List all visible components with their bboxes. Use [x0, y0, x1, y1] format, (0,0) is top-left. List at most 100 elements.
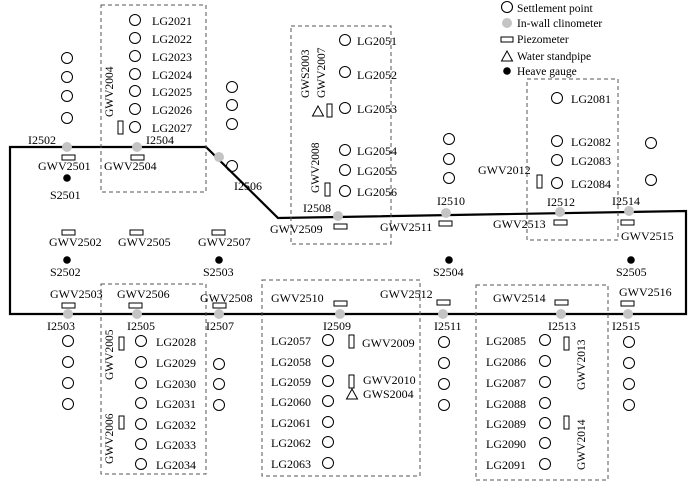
settlement-label: LG2051 [357, 34, 397, 48]
heave-gauge-label: S2504 [433, 265, 464, 279]
settlement-point [213, 358, 225, 370]
settlement-point [539, 437, 551, 449]
standpipe-marker [345, 387, 359, 400]
settlement-group-top-mid: LG2051 LG2052 LG2053 LG2054 LG2055 LG205… [339, 34, 397, 199]
settlement-point [322, 375, 334, 387]
settlement-point [129, 121, 141, 133]
piezometer-marker [61, 229, 76, 236]
clinometer-legend-icon [502, 18, 512, 28]
piezometer-marker [333, 223, 348, 230]
settlement-label: LG2052 [357, 68, 397, 82]
settlement-point [226, 99, 238, 111]
settlement-group-bottom-left: LG2028 LG2029 LG2030 LG2031 LG2032 LG203… [135, 335, 196, 472]
piezometer-label: GWV2507 [198, 235, 251, 249]
piezometer-marker [117, 120, 124, 135]
settlement-point [135, 458, 147, 470]
settlement-point [213, 399, 225, 411]
zone-top-left [100, 4, 207, 193]
piezometer-marker [333, 300, 348, 307]
settlement-label: LG2057 [271, 334, 311, 348]
settlement-point [135, 438, 147, 450]
settlement-point [129, 32, 141, 44]
settlement-label: LG2063 [271, 457, 311, 471]
heave-gauge-label: S2503 [203, 265, 234, 279]
piezometer-marker [348, 334, 355, 349]
settlement-point [339, 164, 351, 176]
piezometer-label: GWV2511 [380, 220, 432, 234]
piezometer-marker [118, 415, 125, 430]
settlement-point [129, 103, 141, 115]
settlement-label: LG2022 [152, 32, 192, 46]
heave-gauges [63, 174, 635, 264]
heave-gauge-label: S2501 [50, 188, 81, 202]
piezometer-label: GWV2513 [493, 217, 546, 231]
settlement-point [623, 399, 635, 411]
settlement-point [551, 92, 563, 104]
piezometer-marker [563, 415, 570, 430]
clinometer-label: I2511 [434, 319, 462, 333]
settlement-point [443, 133, 455, 145]
clinometer-label: I2505 [127, 319, 155, 333]
settlement-label: LG2061 [271, 416, 311, 430]
settlement-label: LG2084 [571, 177, 611, 191]
legend-settlement-point: Settlement point [517, 3, 594, 15]
settlement-label: LG2090 [486, 437, 526, 451]
settlement-label: LG2028 [156, 335, 196, 349]
settlement-point [539, 376, 551, 388]
clinometer-marker [335, 309, 345, 319]
settlement-point [135, 397, 147, 409]
settlement-point [645, 137, 657, 149]
settlement-point [339, 34, 351, 46]
heave-gauge-labels: S2501 S2502 S2503 S2504 S2505 [50, 188, 647, 279]
piezometer-marker [324, 182, 331, 197]
clinometer-label: I2514 [612, 194, 640, 208]
settlement-label: LG2091 [486, 458, 526, 472]
zone-top-right [526, 78, 619, 241]
piezometer-label: GWV2508 [200, 291, 253, 305]
wall-piezometers [61, 154, 635, 309]
legend-piezometer: Piezometer [517, 34, 569, 46]
piezometer-label: GWV2502 [49, 235, 102, 249]
settlement-label: LG2086 [486, 355, 526, 369]
piezometer-marker [620, 300, 635, 307]
clinometer-marker [555, 207, 565, 217]
settlement-point [226, 81, 238, 93]
settlement-label: LG2029 [156, 356, 196, 370]
inwall-clinometers [62, 142, 634, 319]
settlement-label: LG2034 [156, 458, 196, 472]
clinometer-marker [556, 309, 566, 319]
clinometer-label: I2509 [323, 319, 351, 333]
piezometer-marker [212, 302, 227, 309]
settlement-point [322, 436, 334, 448]
settlement-point [322, 395, 334, 407]
settlement-label: LG2054 [357, 144, 397, 158]
settlement-label: LG2081 [571, 92, 611, 106]
settlement-point [322, 355, 334, 367]
settlement-point [339, 144, 351, 156]
zone-bottom-mid [261, 279, 421, 477]
piezometer-legend-icon [500, 36, 514, 43]
clinometer-marker [333, 211, 343, 221]
settlement-label: LG2085 [486, 334, 526, 348]
settlement-point [438, 399, 450, 411]
settlement-point [61, 52, 73, 64]
legend-heave-gauge: Heave gauge [517, 66, 577, 78]
settlement-point [623, 357, 635, 369]
piezometer-label: GWV2501 [38, 159, 91, 173]
settlement-point [62, 398, 74, 410]
heave-gauge-marker [627, 256, 635, 264]
heave-gauge-marker [445, 256, 453, 264]
clinometer-labels: I2502 I2504 I2506 I2508 I2510 I2512 I251… [28, 133, 640, 333]
heave-gauge-marker [63, 174, 71, 182]
settlement-point [443, 172, 455, 184]
clinometer-label: I2506 [234, 179, 262, 193]
settlement-point [135, 377, 147, 389]
clinometer-label: I2504 [146, 133, 174, 147]
standpipe-label: GWS2004 [363, 387, 414, 401]
settlement-point [129, 14, 141, 26]
settlement-point [551, 154, 563, 166]
clinometer-label: I2510 [437, 194, 465, 208]
piezometer-marker [211, 229, 226, 236]
piezometer-label: GWV2512 [380, 287, 433, 301]
settlement-point [62, 356, 74, 368]
